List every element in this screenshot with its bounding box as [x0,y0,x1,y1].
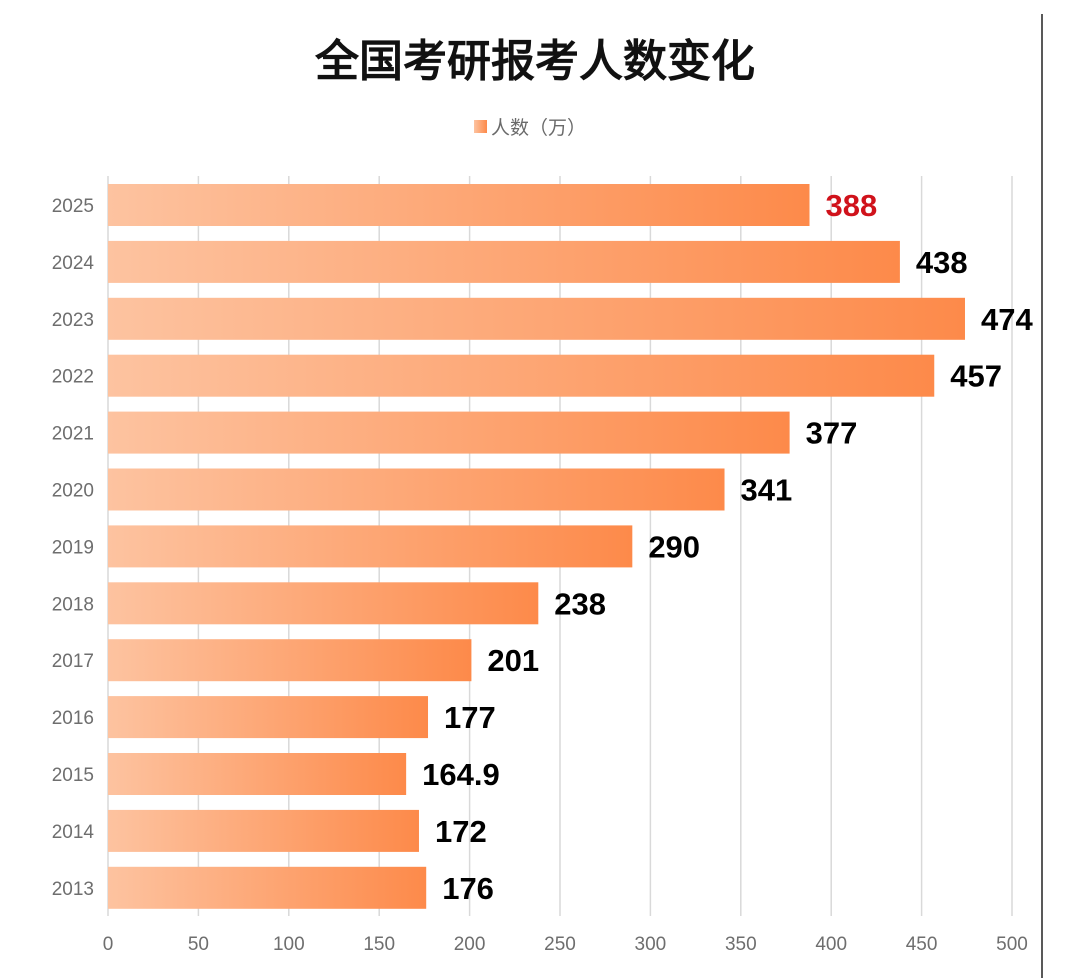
x-tick-label: 0 [103,934,114,955]
bar [108,809,419,852]
category-label: 2014 [52,822,95,843]
category-label: 2013 [52,879,94,900]
category-label: 2022 [52,367,94,388]
category-labels: 2025 2024 2023 2022 2021 2020 2019 2018 2017 2016… [52,196,95,900]
bar [108,866,427,909]
x-tick-label: 50 [188,934,209,955]
bar [108,639,472,682]
chart-title: 全国考研报考人数变化 [314,36,755,87]
x-tick-label: 500 [996,934,1028,955]
data-label: 341 [741,473,793,508]
x-tick-label: 150 [363,934,395,955]
bar [108,696,429,739]
data-label: 172 [435,814,487,849]
category-label: 2016 [52,708,94,729]
data-label: 457 [950,359,1002,394]
data-label: 377 [806,416,858,451]
bar [108,240,900,283]
x-tick-label: 300 [635,934,667,955]
x-axis-tick-labels: 0 50 100 150 200 250 300 350 400 450 500 [103,934,1028,955]
data-label: 474 [981,302,1033,337]
legend-label: 人数（万） [491,117,586,139]
bar [108,411,790,454]
bar [108,753,407,795]
bar [108,184,810,226]
x-tick-label: 100 [273,934,305,955]
category-label: 2015 [52,765,94,786]
x-tick-label: 250 [544,934,576,955]
category-label: 2024 [52,253,95,274]
data-label: 164.9 [422,757,500,792]
data-label: 290 [648,529,700,564]
category-label: 2021 [52,424,94,445]
category-label: 2020 [52,481,94,502]
bar [108,297,965,340]
x-tick-label: 350 [725,934,757,955]
legend-swatch [474,120,487,133]
x-tick-label: 200 [454,934,486,955]
data-label: 176 [442,871,494,906]
bar [108,354,935,397]
data-label: 177 [444,700,496,735]
category-label: 2023 [52,310,94,331]
bar [108,468,725,511]
category-label: 2025 [52,196,94,217]
bars [108,184,965,909]
x-tick-label: 450 [906,934,938,955]
data-label: 201 [487,643,539,678]
data-label: 238 [554,586,606,621]
data-label: 438 [916,245,968,280]
category-label: 2019 [52,537,94,558]
category-label: 2018 [52,594,94,615]
x-tick-label: 400 [815,934,847,955]
bar [108,525,633,568]
legend: 人数（万） [474,117,586,139]
value-labels: 388 438 474 457 377 341 290 238 201 177 164.9 172 17… [422,188,1033,906]
bar [108,582,539,625]
data-label: 388 [826,188,878,223]
category-label: 2017 [52,651,94,672]
